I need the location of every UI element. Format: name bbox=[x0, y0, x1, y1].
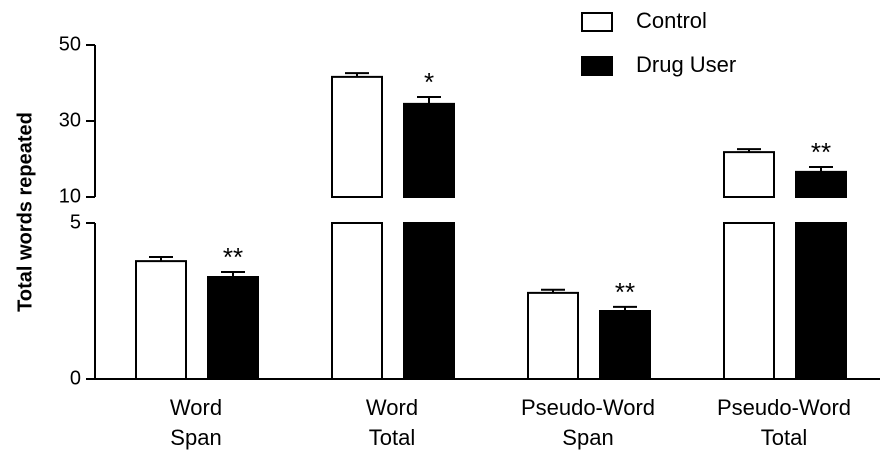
x-tick-label-line: Total bbox=[761, 425, 807, 450]
bar bbox=[331, 75, 383, 380]
bar bbox=[527, 291, 579, 380]
bar bbox=[207, 275, 259, 380]
legend-label: Drug User bbox=[636, 52, 736, 77]
bar bbox=[795, 170, 847, 380]
y-tick-label: 50 bbox=[59, 33, 81, 55]
x-tick-label-line: Span bbox=[562, 425, 613, 450]
x-tick-label-line: Word bbox=[366, 395, 418, 420]
x-tick-label-line: Total bbox=[369, 425, 415, 450]
x-tick-label-line: Pseudo-Word bbox=[521, 395, 655, 420]
x-tick-label-line: Word bbox=[170, 395, 222, 420]
x-tick-label: Word Total bbox=[366, 395, 418, 450]
x-tick-label: Pseudo-Word Total bbox=[717, 395, 851, 450]
y-tick-label: 5 bbox=[70, 211, 81, 233]
significance-label: ** bbox=[223, 242, 243, 272]
y-tick-label: 0 bbox=[70, 367, 81, 389]
error-bar bbox=[417, 96, 441, 104]
y-tick-label: 10 bbox=[59, 185, 81, 207]
x-tick-label: Word Span bbox=[170, 395, 222, 450]
bar bbox=[403, 102, 455, 380]
significance-label: * bbox=[424, 67, 434, 97]
legend-swatch bbox=[581, 56, 613, 76]
y-tick-label: 30 bbox=[59, 109, 81, 131]
y-axis-label: Total words repeated bbox=[14, 112, 36, 312]
x-tick-label: Pseudo-Word Span bbox=[521, 395, 655, 450]
x-tick-label-line: Span bbox=[170, 425, 221, 450]
bar bbox=[599, 309, 651, 380]
x-tick-label-line: Pseudo-Word bbox=[717, 395, 851, 420]
bar bbox=[723, 151, 775, 380]
significance-label: ** bbox=[811, 137, 831, 167]
legend-label: Control bbox=[636, 8, 707, 33]
bar bbox=[135, 260, 187, 380]
legend-swatch bbox=[581, 12, 613, 32]
significance-label: ** bbox=[615, 277, 635, 307]
